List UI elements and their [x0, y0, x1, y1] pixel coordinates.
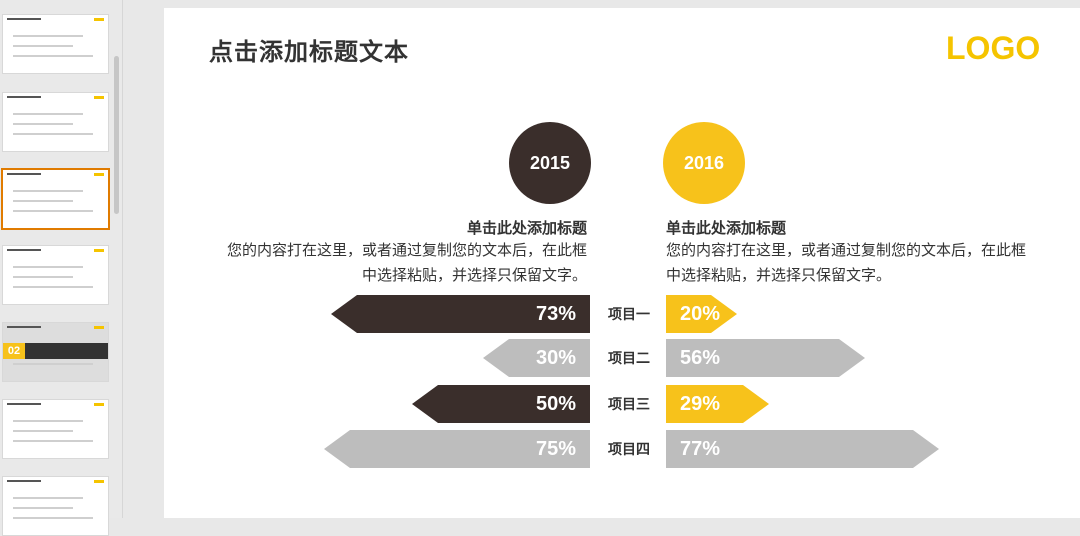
right-body-text[interactable]: 您的内容打在这里，或者通过复制您的文本后，在此框中选择粘贴，并选择只保留文字。 [666, 242, 1027, 284]
item-label[interactable]: 项目四 [608, 441, 650, 457]
slide-thumbnail[interactable] [2, 399, 109, 459]
item-label[interactable]: 项目三 [608, 396, 650, 412]
bar-2015-label: 50% [535, 392, 576, 415]
thumbnail-scrollbar[interactable] [114, 56, 119, 214]
year-circle-2015[interactable]: 2015 [509, 122, 591, 204]
bar-2015[interactable]: 75% [324, 430, 590, 468]
bar-2015-label: 73% [535, 302, 576, 325]
bar-2015[interactable]: 73% [331, 295, 590, 333]
bar-2016[interactable]: 77% [666, 430, 939, 468]
slide-canvas[interactable]: 点击添加标题文本 LOGO 2015 2016 单击此处添加标题 您的内容打在这… [164, 8, 1080, 518]
bar-2016[interactable]: 20% [666, 295, 737, 333]
bar-2015-label: 75% [535, 437, 576, 460]
logo[interactable]: LOGO [946, 30, 1041, 66]
slide-thumbnail[interactable]: 02 [2, 322, 109, 382]
year-circle-2016[interactable]: 2016 [663, 122, 745, 204]
bar-2016-label: 29% [680, 392, 721, 415]
slide-thumbnail[interactable] [2, 14, 109, 74]
bar-2016[interactable]: 56% [666, 339, 865, 377]
bar-2016-label: 77% [680, 437, 721, 460]
bar-2016[interactable]: 29% [666, 385, 769, 423]
bar-2016-label: 56% [680, 346, 721, 369]
left-body-text[interactable]: 您的内容打在这里，或者通过复制您的文本后，在此框中选择粘贴，并选择只保留文字。 [227, 242, 588, 284]
slide-thumbnail[interactable] [2, 92, 109, 152]
right-heading[interactable]: 单击此处添加标题 [666, 220, 787, 237]
slide-thumbnail-panel: 02 [0, 0, 123, 536]
bar-2015-label: 30% [535, 346, 576, 369]
thumbnail-section-number: 02 [3, 343, 25, 359]
slide-thumbnail[interactable] [2, 245, 109, 305]
left-heading[interactable]: 单击此处添加标题 [466, 220, 587, 237]
item-label[interactable]: 项目二 [608, 350, 650, 366]
bar-2015[interactable]: 30% [483, 339, 590, 377]
slide-thumbnail[interactable] [1, 168, 110, 230]
slide-title[interactable]: 点击添加标题文本 [209, 39, 409, 66]
slide-thumbnail[interactable] [2, 476, 109, 536]
bar-2016-label: 20% [680, 302, 721, 325]
item-label[interactable]: 项目一 [608, 306, 650, 322]
bar-2015[interactable]: 50% [412, 385, 590, 423]
